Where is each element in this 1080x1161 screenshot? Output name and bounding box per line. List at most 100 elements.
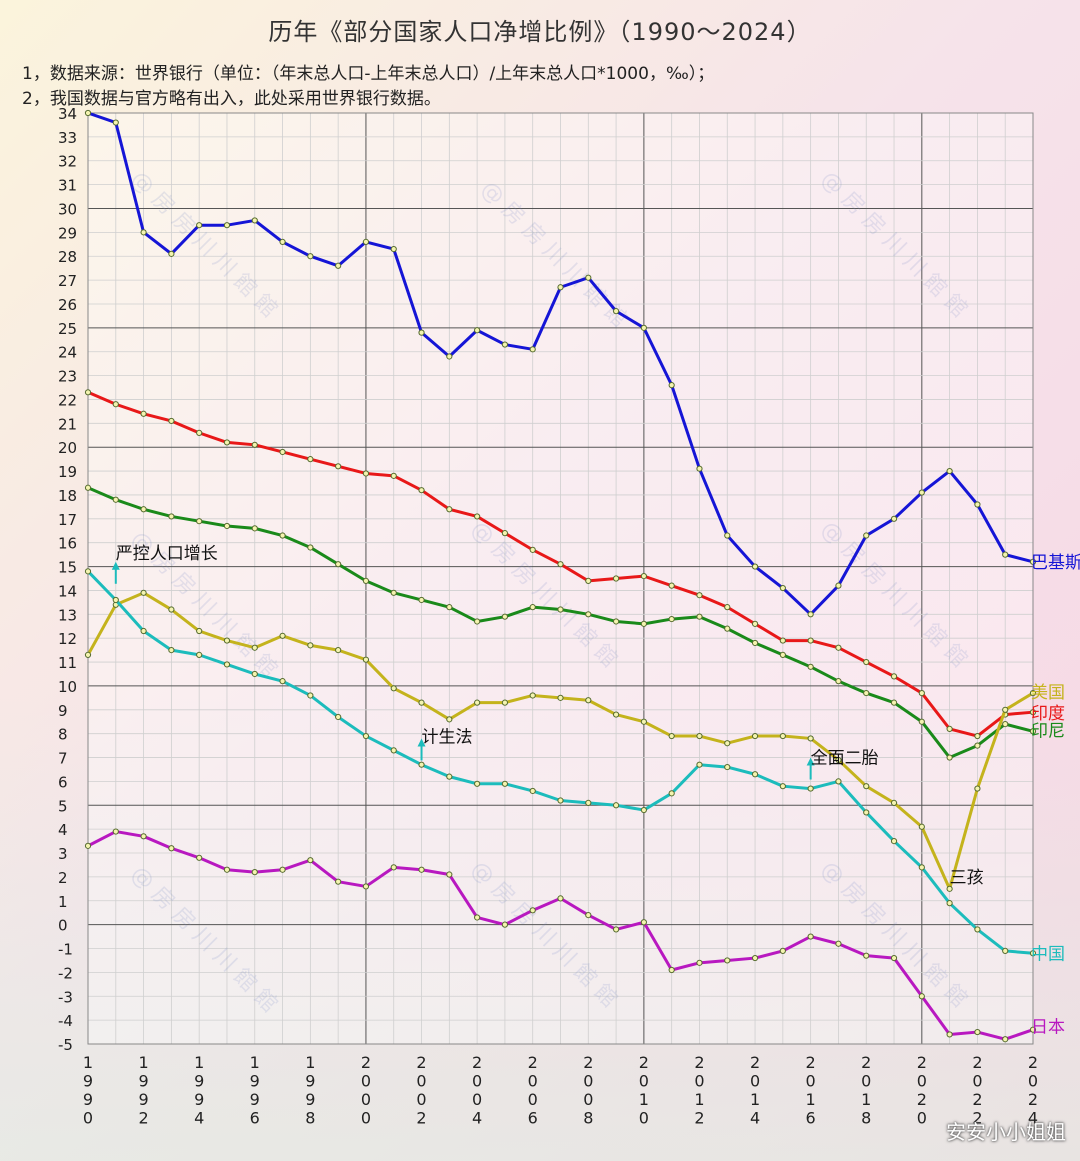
data-point <box>1002 551 1009 558</box>
data-point <box>418 866 425 873</box>
data-point <box>112 828 119 835</box>
annotation-0: 严控人口增长 <box>116 544 218 564</box>
data-point <box>696 761 703 768</box>
data-point <box>779 732 786 740</box>
data-point <box>918 718 925 725</box>
annotation-3: 三孩 <box>950 868 984 888</box>
data-point <box>835 778 842 785</box>
y-tick-label: 28 <box>58 248 77 266</box>
data-point <box>863 689 870 697</box>
data-point <box>446 353 453 360</box>
data-point <box>362 732 370 740</box>
y-tick-label: 0 <box>58 917 68 935</box>
x-tick-label: 9 <box>83 1072 93 1091</box>
data-point <box>307 642 314 649</box>
data-point <box>612 308 620 315</box>
data-point <box>335 561 342 568</box>
y-tick-label: 13 <box>58 606 77 624</box>
x-tick-label: 9 <box>194 1072 204 1091</box>
data-point <box>918 864 925 871</box>
x-tick-label: 0 <box>917 1109 927 1128</box>
y-tick-label: 25 <box>58 320 77 338</box>
data-point <box>863 532 870 539</box>
y-tick-label: -4 <box>58 1012 73 1030</box>
data-point <box>196 429 203 436</box>
data-point <box>390 472 397 479</box>
x-tick-label: 2 <box>639 1053 649 1072</box>
series-label-3: 美国 <box>1031 683 1065 703</box>
data-point <box>668 382 675 389</box>
data-point <box>474 780 481 787</box>
data-point <box>668 732 675 740</box>
data-point <box>612 575 620 582</box>
x-tick-label: 9 <box>138 1090 148 1109</box>
y-tick-label: 5 <box>58 797 68 815</box>
data-point <box>918 823 925 830</box>
data-point <box>251 869 258 876</box>
y-tick-label: 26 <box>58 296 77 314</box>
data-point <box>168 513 175 520</box>
chart-title: 历年《部分国家人口净增比例》（1990～2024） <box>268 18 812 46</box>
data-point <box>279 448 286 456</box>
data-point <box>640 620 647 627</box>
data-point <box>696 959 703 966</box>
x-tick-label: 4 <box>750 1109 760 1128</box>
data-point <box>501 613 509 620</box>
data-point <box>140 506 147 513</box>
data-point <box>196 222 203 229</box>
data-point <box>724 957 731 964</box>
x-tick-label: 0 <box>806 1072 816 1091</box>
data-point <box>557 895 564 902</box>
data-point <box>168 606 175 613</box>
data-point <box>84 484 92 491</box>
annotation-arrowhead-0 <box>111 561 120 570</box>
y-tick-label: 14 <box>58 582 77 600</box>
data-point <box>501 921 509 928</box>
data-point <box>418 487 425 494</box>
x-tick-label: 2 <box>138 1109 148 1128</box>
x-tick-label: 2 <box>972 1090 982 1109</box>
data-point <box>418 329 425 336</box>
data-point <box>307 692 314 699</box>
data-point <box>640 919 647 926</box>
data-point <box>890 799 898 806</box>
x-tick-label: 8 <box>583 1109 593 1128</box>
data-point <box>390 747 397 754</box>
data-point <box>474 513 481 520</box>
y-tick-label: 33 <box>58 129 77 147</box>
x-tick-label: 2 <box>917 1090 927 1109</box>
data-point <box>335 463 342 470</box>
y-tick-label: 2 <box>58 869 68 887</box>
x-tick-label: 2 <box>528 1053 538 1072</box>
x-tick-label: 9 <box>83 1090 93 1109</box>
data-point <box>890 699 898 706</box>
data-point <box>890 515 898 522</box>
data-point <box>751 954 759 962</box>
data-point <box>557 606 564 613</box>
y-tick-label: 30 <box>58 200 77 218</box>
data-point <box>668 966 675 974</box>
x-tick-label: 1 <box>250 1053 260 1072</box>
data-point <box>279 678 286 685</box>
y-tick-label: 17 <box>58 511 77 529</box>
data-point <box>585 911 592 919</box>
data-point <box>251 525 258 532</box>
data-point <box>196 854 203 861</box>
data-point <box>140 229 147 236</box>
x-tick-label: 2 <box>416 1109 426 1128</box>
x-tick-label: 1 <box>639 1090 649 1109</box>
data-point <box>251 441 258 448</box>
data-point <box>1002 947 1009 955</box>
data-point <box>779 584 786 592</box>
data-point <box>640 573 647 580</box>
data-point <box>807 637 814 644</box>
data-point <box>501 699 509 706</box>
data-point <box>279 866 286 873</box>
data-point <box>724 763 731 771</box>
data-point <box>640 806 647 814</box>
y-tick-label: 20 <box>58 439 77 457</box>
data-point <box>223 637 231 644</box>
data-point <box>307 857 314 864</box>
x-tick-label: 0 <box>416 1090 426 1109</box>
data-point <box>1002 721 1009 728</box>
